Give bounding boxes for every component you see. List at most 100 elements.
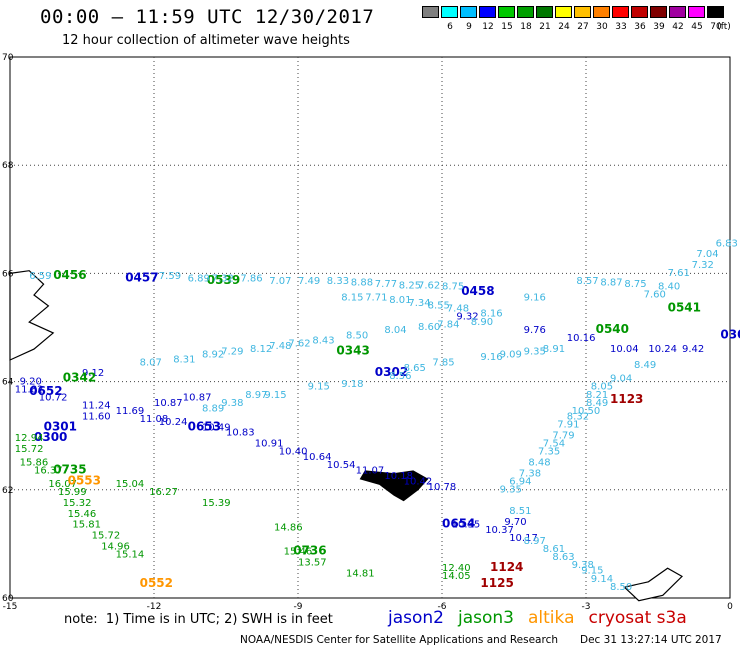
wave-height-value: 8.32: [567, 412, 589, 423]
wave-height-value: 8.65: [404, 363, 426, 374]
wave-height-value: 8.31: [173, 355, 195, 366]
wave-height-value: 14.96: [101, 541, 130, 552]
x-tick-label: -9: [294, 602, 303, 612]
wave-height-value: 15.39: [202, 498, 231, 509]
wave-height-value: 10.17: [509, 533, 538, 544]
wave-height-value: 16.27: [149, 487, 178, 498]
wave-height-value: 10.24: [159, 417, 188, 428]
wave-height-value: 8.90: [471, 317, 493, 328]
legend-item-altika: altika: [528, 608, 575, 628]
color-swatch: [612, 6, 629, 18]
color-swatch-label: 21: [539, 22, 551, 32]
pass-time-label: 0301: [44, 419, 77, 433]
wave-height-value: 10.87: [183, 393, 212, 404]
wave-height-value: 6.89: [188, 274, 210, 285]
pass-time-label: 0736: [293, 544, 326, 558]
wave-height-value: 15.32: [63, 498, 92, 509]
wave-height-value: 13.57: [298, 558, 327, 569]
pass-time-label: 0541: [668, 300, 701, 314]
wave-height-value: 7.48: [447, 303, 469, 314]
wave-height-value: 15.81: [72, 520, 101, 531]
pass-time-label: 0653: [188, 419, 221, 433]
wave-height-value: 7.07: [269, 276, 291, 287]
color-swatch-label: 39: [653, 22, 665, 32]
color-swatch-label: 6: [447, 22, 453, 32]
wave-height-value: 8.40: [658, 282, 680, 293]
wave-height-value: 8.05: [591, 382, 613, 393]
wave-height-value: 7.85: [432, 357, 454, 368]
pass-time-label: 1124: [490, 560, 523, 574]
y-tick-label: 70: [2, 53, 14, 63]
color-swatch: [479, 6, 496, 18]
pass-time-label: 0553: [68, 473, 101, 487]
wave-height-value: 8.56: [389, 371, 411, 382]
wave-height-value: 10.72: [39, 393, 68, 404]
y-tick-label: 62: [2, 486, 13, 496]
satellite-legend: jason2 jason3 altika cryosat s3a: [388, 608, 701, 628]
pass-time-label: 0456: [53, 268, 86, 282]
wave-height-value: 10.04: [610, 344, 639, 355]
wave-height-value: 9.35: [524, 347, 546, 358]
color-swatch-label: 45: [691, 22, 703, 32]
color-swatch: [460, 6, 477, 18]
wave-height-value: 7.34: [408, 298, 430, 309]
y-tick-label: 66: [2, 269, 14, 279]
wave-height-value: 8.60: [418, 322, 440, 333]
color-swatch: [536, 6, 553, 18]
color-swatch: [574, 6, 591, 18]
pass-time-label: 0343: [336, 344, 369, 358]
color-swatch: [593, 6, 610, 18]
wave-height-value: 7.04: [696, 249, 718, 260]
wave-height-value: 8.75: [442, 282, 464, 293]
coastline-west: [9, 270, 55, 361]
wave-height-value: 9.15: [581, 566, 603, 577]
wave-height-value: 8.49: [586, 398, 608, 409]
page-subtitle: 12 hour collection of altimeter wave hei…: [62, 33, 350, 48]
wave-height-value: 9.70: [504, 517, 526, 528]
wave-height-value: 12.94: [15, 433, 44, 444]
map-grid: [10, 57, 730, 598]
wave-height-value: 9.18: [341, 379, 363, 390]
wave-height-value: 8.48: [528, 458, 550, 469]
color-swatch-label: 33: [615, 22, 627, 32]
wave-height-value: 7.62: [288, 338, 310, 349]
wave-height-value: 8.43: [312, 336, 334, 347]
pass-time-label: 0652: [29, 384, 62, 398]
wave-height-value: 16.07: [48, 479, 77, 490]
wave-height-value: 9.12: [82, 368, 104, 379]
wave-height-value: 8.63: [552, 552, 574, 563]
wave-height-value: 15.04: [116, 479, 145, 490]
wave-height-value: 15.14: [116, 549, 145, 560]
wave-height-value: 7.61: [668, 268, 690, 279]
y-tick-label: 68: [2, 161, 14, 171]
wave-height-value: 6.59: [29, 271, 51, 282]
wave-height-value: 9.16: [524, 292, 546, 303]
wave-height-value: 8.33: [327, 276, 349, 287]
wave-height-value: 8.04: [384, 325, 406, 336]
wave-height-value: 11.07: [356, 466, 385, 477]
wave-height-value: 8.07: [140, 357, 162, 368]
axis-ticks: -15 -12 -9 -6 -3 0 60 62 64 66 68 70: [2, 53, 733, 612]
wave-height-value: 10.49: [202, 422, 231, 433]
wave-height-value: 10.37: [485, 525, 514, 536]
wave-height-value: 7.60: [644, 290, 666, 301]
color-swatch: [669, 6, 686, 18]
wave-height-value: 8.15: [341, 292, 363, 303]
shetland-islands: [623, 567, 683, 602]
wave-height-value: 8.16: [480, 309, 502, 320]
wave-height-value: 7.29: [221, 347, 243, 358]
color-swatch-label: 27: [577, 22, 589, 32]
wave-height-value: 8.75: [624, 279, 646, 290]
wave-height-value: 8.25: [399, 281, 421, 292]
wave-height-value: 7.32: [212, 274, 234, 285]
wave-height-value: 10.83: [226, 428, 255, 439]
pass-time-label: 0457: [125, 271, 158, 285]
legend-item-cryosat-s3a: cryosat s3a: [588, 608, 687, 628]
landmasses: [9, 270, 683, 602]
x-tick-label: -3: [582, 602, 591, 612]
wave-height-value: 9.35: [500, 485, 522, 496]
wave-height-value: 8.97: [524, 536, 546, 547]
wave-height-value: 11.69: [116, 406, 145, 417]
wave-height-value: 9.15: [308, 382, 330, 393]
